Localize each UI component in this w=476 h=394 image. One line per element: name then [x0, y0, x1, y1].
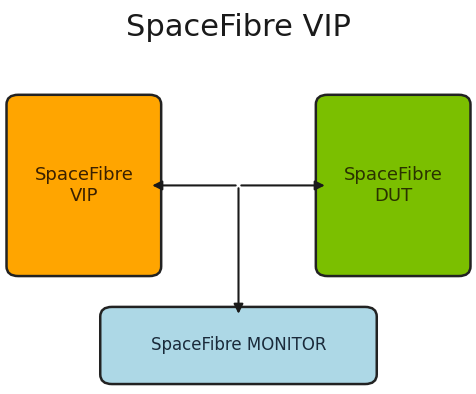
Text: SpaceFibre MONITOR: SpaceFibre MONITOR	[150, 336, 326, 355]
Text: SpaceFibre
VIP: SpaceFibre VIP	[34, 166, 133, 205]
Text: SpaceFibre
DUT: SpaceFibre DUT	[343, 166, 442, 205]
FancyBboxPatch shape	[100, 307, 376, 384]
FancyBboxPatch shape	[7, 95, 161, 276]
FancyBboxPatch shape	[315, 95, 469, 276]
Text: SpaceFibre VIP: SpaceFibre VIP	[126, 13, 350, 42]
